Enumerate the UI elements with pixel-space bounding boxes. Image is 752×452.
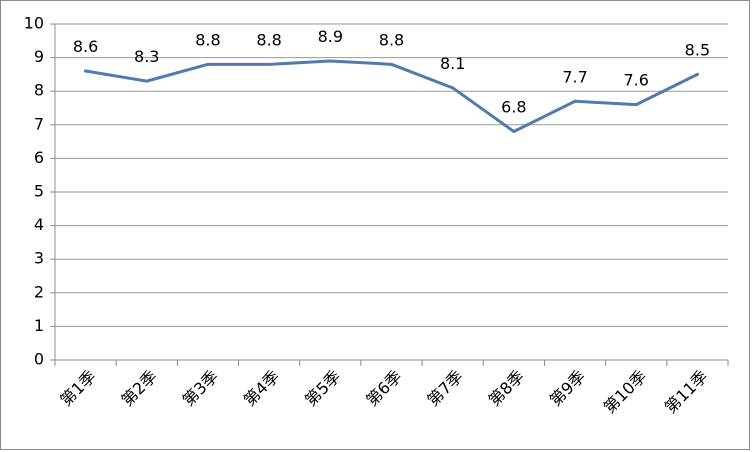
y-tick-label: 4 (34, 215, 44, 234)
data-point (328, 59, 332, 63)
data-point (634, 103, 638, 107)
data-labels: 8.6 8.3 8.8 8.8 8.9 8.8 8.1 6.8 7.7 7.6 8.5 (73, 27, 710, 117)
data-point (145, 79, 149, 83)
series-line (84, 59, 699, 134)
data-label: 8.3 (134, 47, 159, 66)
y-tick-label: 10 (24, 14, 44, 33)
data-label: 8.8 (379, 30, 404, 49)
data-point (390, 62, 393, 66)
x-tick-label: 第6季 (362, 367, 405, 410)
y-tick-label: 3 (34, 249, 44, 268)
x-tick-label: 第10季 (600, 367, 650, 417)
x-tick-label: 第5季 (301, 367, 344, 410)
y-tick-label: 2 (34, 282, 44, 301)
gridlines (55, 23, 728, 327)
y-tick-label: 7 (34, 114, 44, 133)
y-tick-label: 5 (34, 182, 44, 201)
x-tick-label: 第11季 (661, 367, 711, 417)
data-label: 8.8 (195, 30, 220, 49)
x-tick-label: 第4季 (240, 367, 283, 410)
y-tick-label: 1 (34, 316, 44, 335)
x-axis-tick-labels: 第1季 第2季 第3季 第4季 第5季 第6季 第7季 第8季 第9季 第10季 第11季 (56, 367, 711, 417)
x-tick-label: 第7季 (423, 367, 466, 410)
data-label: 8.9 (318, 27, 343, 46)
data-label: 8.5 (685, 40, 710, 59)
data-label: 8.8 (256, 30, 281, 49)
x-tick-label: 第8季 (485, 367, 528, 410)
data-label: 7.6 (624, 71, 649, 90)
axes (50, 23, 729, 366)
x-tick-label: 第1季 (56, 367, 99, 410)
data-label: 7.7 (562, 67, 587, 86)
data-point (267, 62, 271, 66)
data-label: 6.8 (501, 98, 526, 117)
x-tick-label: 第3季 (179, 367, 222, 410)
data-point (512, 130, 516, 134)
data-point (84, 69, 88, 73)
data-point (695, 72, 699, 76)
y-tick-label: 9 (34, 47, 44, 66)
y-axis-tick-labels: 0 1 2 3 4 5 6 7 8 9 10 (24, 14, 44, 369)
y-tick-label: 6 (34, 148, 44, 167)
data-point (573, 99, 577, 103)
y-tick-label: 0 (34, 350, 44, 369)
x-tick-label: 第9季 (546, 367, 589, 410)
x-tick-label: 第2季 (118, 367, 161, 410)
data-point (451, 86, 455, 90)
data-label: 8.6 (73, 37, 98, 56)
data-label: 8.1 (440, 54, 465, 73)
series-layer (84, 59, 699, 134)
data-point (206, 62, 210, 66)
y-tick-label: 8 (34, 81, 44, 100)
